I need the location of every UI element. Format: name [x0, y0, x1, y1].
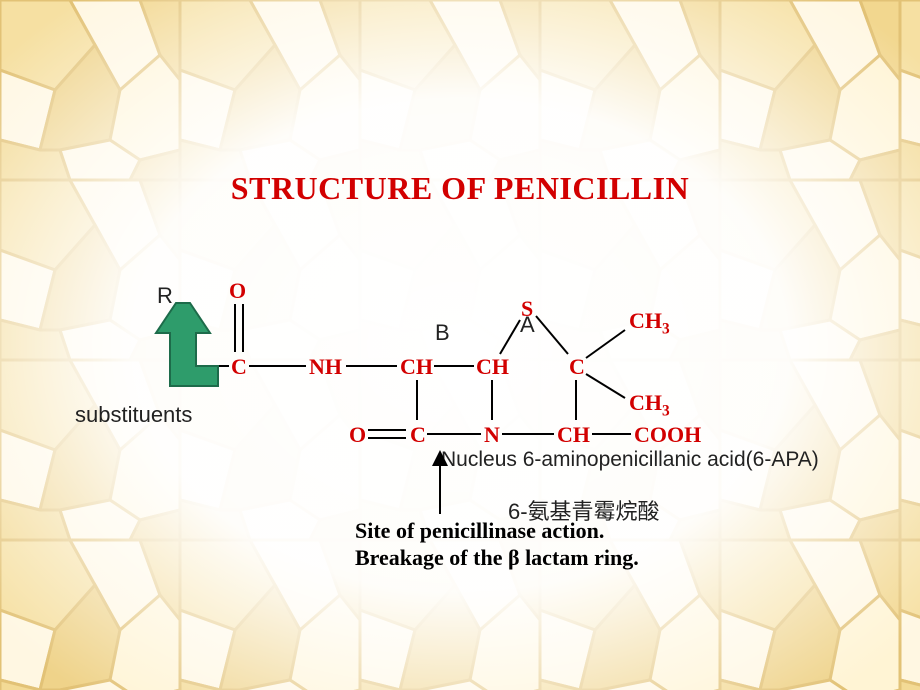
bond-overlay — [0, 0, 920, 690]
penicillinase-arrow-icon — [432, 450, 448, 514]
content: STRUCTURE OF PENICILLIN O C NH CH CH S C… — [0, 0, 920, 690]
substituent-arrow-icon — [156, 303, 218, 386]
slide: STRUCTURE OF PENICILLIN O C NH CH CH S C… — [0, 0, 920, 690]
